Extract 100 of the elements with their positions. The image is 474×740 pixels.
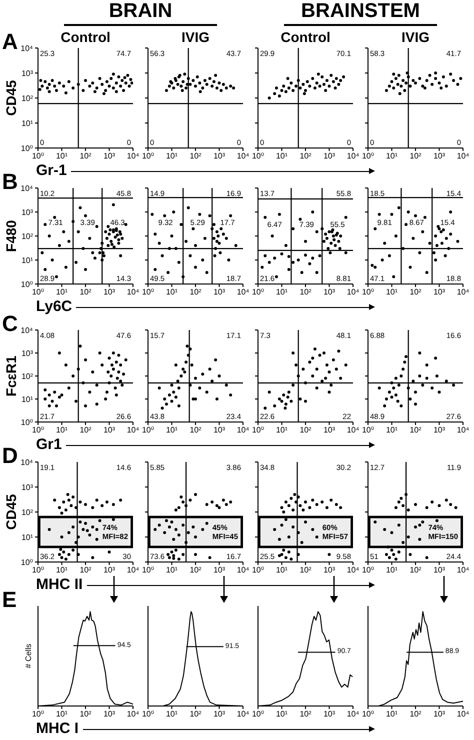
x-tick-label: 10¹ xyxy=(166,152,178,161)
x-tick-label: 10¹ xyxy=(276,152,288,161)
x-tick-label: 10² xyxy=(80,426,92,435)
x-tick-label: 10⁴ xyxy=(346,288,360,297)
x-tick-label: 10¹ xyxy=(166,426,178,435)
x-tick-label: 10³ xyxy=(213,288,226,297)
chart-title: BRAINSTEM xyxy=(301,0,420,22)
x-tick-label: 10⁴ xyxy=(126,288,140,297)
x-tick-label: 10² xyxy=(80,710,92,719)
x-tick-label: 10¹ xyxy=(56,566,68,575)
x-axis-title: MHC II xyxy=(36,576,83,593)
x-tick-label: 10¹ xyxy=(166,288,178,297)
x-tick-label: 10⁰ xyxy=(32,152,44,161)
x-tick-label: 10⁴ xyxy=(126,566,140,575)
y-tick-label: 10⁴ xyxy=(20,184,34,193)
x-tick-label: 10³ xyxy=(323,152,336,161)
x-tick-label: 10³ xyxy=(433,152,446,161)
x-tick-label: 10² xyxy=(80,288,92,297)
x-tick-label: 10³ xyxy=(213,426,226,435)
y-tick-label: 10² xyxy=(21,508,34,517)
x-tick-label: 10⁰ xyxy=(362,566,374,575)
x-tick-label: 10⁴ xyxy=(346,566,360,575)
x-tick-label: 10³ xyxy=(213,566,226,575)
x-tick-label: 10² xyxy=(80,152,92,161)
y-tick-label: 10³ xyxy=(21,208,34,217)
text: D xyxy=(2,443,18,468)
text: B xyxy=(2,169,18,194)
x-axis-title: MHC I xyxy=(36,720,78,737)
y-axis-title: CD45 xyxy=(3,494,19,530)
y-tick-label: 10⁴ xyxy=(20,326,34,335)
x-tick-label: 10⁴ xyxy=(456,288,470,297)
x-tick-label: 10² xyxy=(300,152,312,161)
x-tick-label: 10³ xyxy=(433,566,446,575)
x-tick-label: 10⁴ xyxy=(126,710,140,719)
x-tick-label: 10² xyxy=(190,566,202,575)
x-axis-title: Gr1 xyxy=(36,436,62,453)
text: C xyxy=(2,311,18,336)
x-tick-label: 10⁰ xyxy=(32,710,44,719)
chart-title: BRAIN xyxy=(108,0,172,22)
x-tick-label: 10⁰ xyxy=(142,152,154,161)
x-tick-label: 10⁰ xyxy=(362,710,374,719)
x-tick-label: 10⁴ xyxy=(346,426,360,435)
x-tick-label: 10⁴ xyxy=(126,426,140,435)
x-tick-label: 10² xyxy=(190,152,202,161)
y-tick-label: 10¹ xyxy=(21,118,34,128)
x-tick-label: 10⁴ xyxy=(236,426,250,435)
x-tick-label: 10⁴ xyxy=(236,288,250,297)
x-tick-label: 10³ xyxy=(103,152,116,161)
x-tick-label: 10³ xyxy=(323,426,336,435)
x-tick-label: 10⁰ xyxy=(32,288,44,297)
y-tick-label: 10⁴ xyxy=(20,44,34,53)
x-tick-label: 10⁴ xyxy=(456,566,470,575)
x-tick-label: 10⁰ xyxy=(362,426,374,435)
x-tick-label: 10¹ xyxy=(386,426,398,435)
x-tick-label: 10⁴ xyxy=(346,710,360,719)
x-tick-label: 10² xyxy=(300,426,312,435)
y-tick-label: 10⁰ xyxy=(20,558,33,567)
x-tick-label: 10⁴ xyxy=(456,426,470,435)
x-tick-label: 10⁰ xyxy=(142,566,154,575)
y-tick-label: 10³ xyxy=(21,482,34,492)
x-tick-label: 10² xyxy=(410,426,422,435)
x-tick-label: 10⁰ xyxy=(252,426,264,435)
x-tick-label: 10² xyxy=(190,426,202,435)
x-tick-label: 10² xyxy=(410,152,422,161)
x-tick-label: 10¹ xyxy=(166,710,178,719)
chart-subtitle: IVIG xyxy=(401,29,430,45)
y-axis-title: FcεR1 xyxy=(3,356,19,396)
x-tick-label: 10⁴ xyxy=(346,152,360,161)
x-tick-label: 10⁰ xyxy=(32,426,44,435)
x-tick-label: 10⁰ xyxy=(252,566,264,575)
x-tick-label: 10³ xyxy=(103,566,116,575)
x-tick-label: 10¹ xyxy=(276,710,288,719)
x-tick-label: 10¹ xyxy=(56,426,68,435)
x-tick-label: 10³ xyxy=(103,710,116,719)
x-tick-label: 10² xyxy=(300,288,312,297)
x-tick-label: 10² xyxy=(80,566,92,575)
x-tick-label: 10² xyxy=(410,710,422,719)
chart-subtitle: Control xyxy=(60,29,110,45)
x-tick-label: 10¹ xyxy=(276,566,288,575)
x-tick-label: 10¹ xyxy=(56,288,68,297)
x-axis-title: Ly6C xyxy=(36,298,72,315)
x-tick-label: 10² xyxy=(410,288,422,297)
x-tick-label: 10² xyxy=(300,710,312,719)
x-tick-label: 10³ xyxy=(213,152,226,161)
x-tick-label: 10³ xyxy=(323,710,336,719)
chart-subtitle: Control xyxy=(280,29,330,45)
x-tick-label: 10² xyxy=(190,710,202,719)
x-tick-label: 10¹ xyxy=(56,710,68,719)
x-tick-label: 10² xyxy=(410,566,422,575)
x-tick-label: 10² xyxy=(190,288,202,297)
y-axis-title: # Cells xyxy=(24,644,33,668)
x-tick-label: 10³ xyxy=(323,566,336,575)
y-tick-label: 10¹ xyxy=(21,394,34,404)
y-tick-label: 10⁰ xyxy=(20,280,33,289)
x-tick-label: 10¹ xyxy=(386,710,398,719)
x-tick-label: 10⁴ xyxy=(456,152,470,161)
x-tick-label: 10⁴ xyxy=(236,566,250,575)
y-tick-label: 10² xyxy=(21,232,34,241)
x-tick-label: 10³ xyxy=(213,710,226,719)
x-tick-label: 10⁰ xyxy=(252,710,264,719)
